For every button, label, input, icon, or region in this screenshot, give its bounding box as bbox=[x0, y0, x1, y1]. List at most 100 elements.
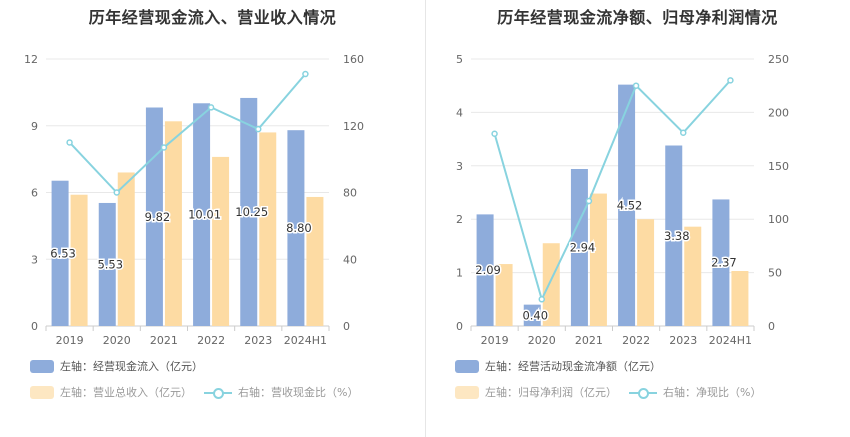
bar-primary bbox=[145, 107, 163, 326]
bar-data-label: 6.53 bbox=[50, 246, 76, 260]
bar-secondary bbox=[306, 196, 324, 326]
left-axis-tick-label: 3 bbox=[31, 253, 38, 266]
left-axis-tick-label: 1 bbox=[456, 267, 463, 280]
bar-primary bbox=[523, 304, 541, 326]
bar-primary bbox=[193, 103, 211, 326]
ratio-point bbox=[538, 296, 545, 303]
legend-item-net-cash-ratio[interactable]: 右轴：净现比（%） bbox=[629, 384, 761, 400]
bar-data-label: 2.37 bbox=[711, 256, 737, 270]
bar-data-label: 0.40 bbox=[522, 308, 548, 322]
bar-secondary bbox=[731, 270, 749, 326]
x-axis-tick-label: 2023 bbox=[669, 334, 697, 347]
legend-item-net-operating-cash[interactable]: 左轴：经营活动现金流净额（亿元） bbox=[455, 358, 661, 374]
legend-label: 左轴：经营现金流入（亿元） bbox=[60, 360, 203, 373]
bar-primary bbox=[98, 202, 116, 326]
ratio-line bbox=[68, 73, 307, 194]
x-axis-tick-label: 2020 bbox=[103, 334, 131, 347]
right-axis-tick-label: 80 bbox=[343, 187, 357, 200]
bar-secondary bbox=[542, 243, 560, 326]
ratio-point bbox=[113, 189, 120, 196]
legend-line-icon bbox=[204, 386, 232, 399]
bar-data-label: 10.01 bbox=[188, 208, 221, 222]
left-axis-tick-label: 5 bbox=[456, 53, 463, 66]
bar-primary bbox=[51, 180, 69, 326]
ratio-point bbox=[727, 77, 734, 84]
panel-divider bbox=[425, 0, 426, 437]
left-axis-tick-label: 3 bbox=[456, 160, 463, 173]
chart-panel-cash-inflow: 历年经营现金流入、营业收入情况 0 3 6 9 12 0 40 80 120 160 2019 202… bbox=[24, 8, 370, 400]
bar-secondary bbox=[684, 226, 702, 326]
legend-row: 左轴：营业总收入（亿元） 右轴：营收现金比（%） bbox=[30, 384, 370, 400]
bar-secondary bbox=[637, 219, 655, 326]
bar-data-label: 9.82 bbox=[145, 210, 171, 224]
legend-swatch bbox=[455, 385, 479, 399]
x-axis-tick-label: 2019 bbox=[56, 334, 84, 347]
right-axis-tick-label: 40 bbox=[343, 253, 357, 266]
legend-label: 左轴：经营活动现金流净额（亿元） bbox=[485, 360, 661, 373]
ratio-point bbox=[207, 104, 215, 111]
bar-secondary bbox=[259, 132, 277, 326]
ratio-point bbox=[302, 70, 309, 78]
bar-secondary bbox=[117, 172, 135, 326]
legend-swatch bbox=[455, 359, 479, 373]
ratio-point bbox=[680, 129, 687, 136]
legend-row: 左轴：经营活动现金流净额（亿元） bbox=[455, 358, 673, 374]
legend-label: 左轴：营业总收入（亿元） bbox=[60, 386, 192, 399]
bar-primary bbox=[570, 169, 588, 326]
ratio-point bbox=[66, 139, 73, 146]
bar-data-label: 3.38 bbox=[664, 229, 690, 243]
left-axis-tick-label: 4 bbox=[456, 106, 463, 119]
x-axis-tick-label: 2023 bbox=[244, 334, 272, 347]
legend-item-revenue[interactable]: 左轴：营业总收入（亿元） bbox=[30, 384, 192, 400]
left-axis-tick-label: 0 bbox=[31, 320, 38, 333]
bar-data-label: 8.80 bbox=[286, 221, 312, 235]
legend-item-cash-inflow[interactable]: 左轴：经营现金流入（亿元） bbox=[30, 358, 203, 374]
ratio-line bbox=[493, 79, 732, 303]
bar-data-label: 10.25 bbox=[235, 205, 268, 219]
legend-swatch bbox=[30, 359, 54, 373]
bar-data-label: 2.09 bbox=[475, 263, 501, 277]
ratio-point bbox=[491, 130, 498, 138]
right-axis-tick-label: 150 bbox=[768, 160, 789, 173]
x-axis-tick-label: 2021 bbox=[150, 334, 178, 347]
left-axis-tick-label: 12 bbox=[24, 53, 38, 66]
bar-secondary bbox=[70, 194, 88, 326]
right-axis-tick-label: 0 bbox=[768, 320, 775, 333]
left-axis-tick-label: 2 bbox=[456, 213, 463, 226]
legend-label: 右轴：营收现金比（%） bbox=[238, 386, 359, 399]
right-axis-tick-label: 100 bbox=[768, 213, 789, 226]
legend-row: 左轴：经营现金流入（亿元） bbox=[30, 358, 215, 374]
right-axis-tick-label: 250 bbox=[768, 53, 789, 66]
left-axis-tick-label: 6 bbox=[31, 187, 38, 200]
x-axis-tick-label: 2024H1 bbox=[284, 334, 327, 347]
bar-secondary bbox=[495, 264, 513, 326]
bar-primary bbox=[476, 214, 494, 326]
right-axis-tick-label: 0 bbox=[343, 320, 350, 333]
ratio-point bbox=[585, 197, 593, 205]
legend-label: 右轴：净现比（%） bbox=[663, 386, 762, 399]
ratio-point bbox=[255, 125, 262, 133]
legend-item-revenue-cash-ratio[interactable]: 右轴：营收现金比（%） bbox=[204, 384, 358, 400]
bar-primary bbox=[240, 97, 258, 326]
bar-primary bbox=[712, 199, 730, 326]
bar-primary bbox=[665, 145, 683, 326]
legend-label: 左轴：归母净利润（亿元） bbox=[485, 386, 617, 399]
right-axis-tick-label: 160 bbox=[343, 53, 364, 66]
bar-primary bbox=[287, 130, 305, 326]
x-axis-tick-label: 2024H1 bbox=[709, 334, 752, 347]
chart-title: 历年经营现金流净额、归母净利润情况 bbox=[497, 8, 778, 27]
x-axis-tick-label: 2022 bbox=[197, 334, 225, 347]
legend-item-net-profit[interactable]: 左轴：归母净利润（亿元） bbox=[455, 384, 617, 400]
legend-line-icon bbox=[629, 386, 657, 399]
x-axis-tick-label: 2022 bbox=[622, 334, 650, 347]
bar-data-label: 4.52 bbox=[617, 198, 643, 212]
x-axis-tick-label: 2020 bbox=[528, 334, 556, 347]
right-axis-tick-label: 50 bbox=[768, 267, 782, 280]
legend-row: 左轴：归母净利润（亿元） 右轴：净现比（%） bbox=[455, 384, 773, 400]
left-axis-tick-label: 9 bbox=[31, 120, 38, 133]
bar-secondary bbox=[589, 193, 607, 326]
right-axis-tick-label: 120 bbox=[343, 120, 364, 133]
legend-swatch bbox=[30, 385, 54, 399]
